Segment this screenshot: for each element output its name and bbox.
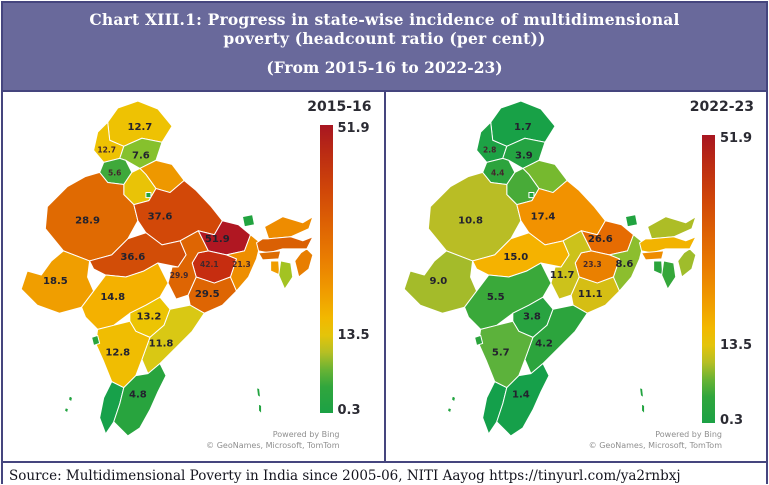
state-value-label-telangana: 13.2	[137, 311, 162, 322]
state-tripura	[652, 260, 663, 276]
year-label-2022-23: 2022-23	[689, 99, 754, 115]
state-value-label-wb: 8.6	[615, 259, 633, 270]
legend-min-label: 0.3	[720, 413, 744, 428]
state-value-label-jk: 2.8	[483, 145, 496, 154]
legend-min-label: 0.3	[337, 403, 361, 418]
state-goa	[91, 334, 101, 346]
state-value-label-up: 37.6	[148, 212, 173, 223]
state-delhi	[527, 192, 534, 199]
state-gujarat	[20, 250, 95, 314]
state-goa	[473, 334, 483, 346]
state-arunachal	[264, 216, 314, 240]
state-islands	[63, 387, 263, 415]
state-value-label-punjab: 5.6	[108, 168, 121, 177]
state-value-label-tn: 4.8	[129, 390, 147, 401]
map-panel-2015-16: 12.7 12.7 7.6 5.6 28.9 18.5 37.6 51.9 21.3 42.1 36…	[3, 92, 384, 461]
state-value-label-jk: 12.7	[97, 145, 116, 154]
chart-title-bar: Chart XIII.1: Progress in state-wise inc…	[3, 3, 766, 92]
source-note: Source: Multidimensional Poverty in Indi…	[3, 461, 766, 485]
state-value-label-mp: 36.6	[120, 252, 145, 263]
state-karnataka	[95, 320, 151, 389]
state-delhi	[145, 192, 152, 199]
india-choropleth-map-2015-16: 12.7 12.7 7.6 5.6 28.9 18.5 37.6 51.9 21.3 42.1 36…	[20, 100, 314, 437]
state-value-label-bihar: 26.6	[587, 234, 612, 245]
state-value-label-hp: 7.6	[132, 150, 150, 161]
state-value-label-gujarat: 18.5	[43, 276, 68, 287]
state-tn	[113, 363, 167, 437]
state-tn	[495, 363, 550, 437]
state-value-label-rajasthan: 28.9	[75, 216, 100, 227]
state-value-label-odisha: 11.1	[577, 289, 602, 300]
state-value-label-chhattisgarh: 11.7	[549, 270, 574, 281]
state-value-label-tn: 1.4	[511, 390, 529, 401]
color-scale-legend: 51.9 13.5 0.3	[702, 131, 754, 428]
state-odisha	[570, 276, 620, 314]
year-label-2015-16: 2015-16	[307, 99, 372, 115]
state-value-label-ap: 11.8	[149, 338, 174, 349]
chart-title-line3: (From 2015-16 to 2022-23)	[266, 58, 503, 77]
state-value-label-rajasthan: 10.8	[458, 216, 483, 227]
state-value-label-karnataka: 12.8	[105, 347, 130, 358]
legend-max-label: 51.9	[720, 131, 753, 146]
state-value-label-karnataka: 5.7	[491, 347, 509, 358]
state-value-label-maharashtra: 5.5	[486, 292, 504, 303]
state-karnataka	[477, 320, 533, 389]
powered-by-bing-label: Powered by Bing	[272, 430, 340, 439]
state-value-label-jharkhand: 23.3	[582, 260, 601, 269]
map-attribution: Powered by Bing © GeoNames, Microsoft, T…	[589, 429, 722, 451]
state-value-label-ladakh: 1.7	[513, 122, 531, 133]
state-mizoram	[660, 260, 676, 290]
state-value-label-wb: 21.3	[232, 260, 251, 269]
state-value-label-hp: 3.9	[514, 150, 532, 161]
state-tripura	[270, 260, 281, 276]
color-gradient-bar	[702, 135, 715, 423]
state-arunachal	[646, 216, 696, 240]
state-value-label-punjab: 4.4	[491, 168, 504, 177]
state-value-label-maharashtra: 14.8	[100, 292, 125, 303]
map-attribution: Powered by Bing © GeoNames, Microsoft, T…	[206, 429, 339, 451]
state-sikkim	[241, 214, 256, 228]
state-value-label-chhattisgarh: 29.9	[170, 271, 189, 280]
chart-title-line1: Chart XIII.1: Progress in state-wise inc…	[89, 10, 680, 29]
state-nagaland	[294, 248, 314, 278]
state-value-label-mp: 15.0	[503, 252, 528, 263]
state-meghalaya	[258, 250, 282, 261]
state-odisha	[187, 276, 237, 314]
state-value-label-telangana: 3.8	[523, 311, 541, 322]
state-sikkim	[624, 214, 638, 228]
maps-row: 12.7 12.7 7.6 5.6 28.9 18.5 37.6 51.9 21.3 42.1 36…	[3, 92, 766, 461]
state-meghalaya	[640, 250, 664, 261]
map-credits-label: © GeoNames, Microsoft, TomTom	[206, 441, 340, 450]
state-gujarat	[403, 250, 477, 314]
state-value-label-gujarat: 9.0	[429, 276, 447, 287]
map-panel-2022-23: 1.7 2.8 3.9 4.4 10.8 9.0 17.4 26.6 8.6 23.3 15.0 11…	[383, 92, 766, 461]
state-value-label-ap: 4.2	[535, 338, 553, 349]
color-scale-legend: 51.9 13.5 0.3	[319, 121, 372, 418]
chart-title-line2: poverty (headcount ratio (per cent))	[223, 29, 546, 48]
state-mizoram	[278, 260, 294, 290]
state-value-label-bihar: 51.9	[205, 234, 230, 245]
state-value-label-up: 17.4	[530, 212, 555, 223]
state-value-label-jharkhand: 42.1	[200, 260, 219, 269]
powered-by-bing-label: Powered by Bing	[655, 430, 722, 439]
state-value-label-odisha: 29.5	[195, 289, 220, 300]
legend-mid-label: 13.5	[337, 328, 370, 343]
state-nagaland	[676, 248, 696, 278]
legend-max-label: 51.9	[337, 121, 370, 136]
legend-mid-label: 13.5	[720, 338, 753, 353]
india-choropleth-map-2022-23: 1.7 2.8 3.9 4.4 10.8 9.0 17.4 26.6 8.6 23.3 15.0 11…	[403, 100, 696, 437]
color-gradient-bar	[319, 125, 333, 413]
map-credits-label: © GeoNames, Microsoft, TomTom	[588, 441, 722, 450]
state-islands	[446, 387, 645, 415]
state-value-label-ladakh: 12.7	[127, 122, 152, 133]
